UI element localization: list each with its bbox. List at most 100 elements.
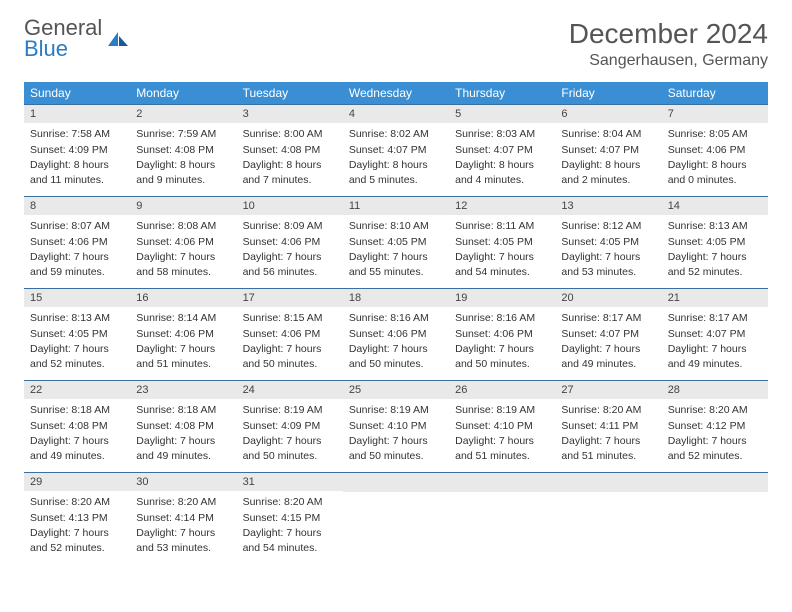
weekday-header: Sunday [24,82,130,104]
day-details: Sunrise: 8:20 AMSunset: 4:11 PMDaylight:… [555,399,661,469]
calendar-day-cell: 6Sunrise: 8:04 AMSunset: 4:07 PMDaylight… [555,104,661,196]
calendar-day-cell: 2Sunrise: 7:59 AMSunset: 4:08 PMDaylight… [130,104,236,196]
sunset-line: Sunset: 4:06 PM [136,327,230,342]
day-number: 13 [555,196,661,215]
day-number: 30 [130,472,236,491]
calendar-day-cell: 24Sunrise: 8:19 AMSunset: 4:09 PMDayligh… [237,380,343,472]
calendar-day-cell: 13Sunrise: 8:12 AMSunset: 4:05 PMDayligh… [555,196,661,288]
sunrise-line: Sunrise: 8:17 AM [668,311,762,326]
day-details: Sunrise: 8:09 AMSunset: 4:06 PMDaylight:… [237,215,343,285]
day-number: 12 [449,196,555,215]
sunrise-line: Sunrise: 8:16 AM [349,311,443,326]
day-number: 11 [343,196,449,215]
daylight-line: Daylight: 7 hours and 51 minutes. [455,434,549,463]
sunrise-line: Sunrise: 8:18 AM [30,403,124,418]
brand-logo: General Blue [24,18,130,60]
sunset-line: Sunset: 4:15 PM [243,511,337,526]
sunrise-line: Sunrise: 8:04 AM [561,127,655,142]
brand-part2: Blue [24,36,68,61]
day-number: 8 [24,196,130,215]
sunrise-line: Sunrise: 8:13 AM [30,311,124,326]
title-block: December 2024 Sangerhausen, Germany [569,18,768,70]
sunset-line: Sunset: 4:07 PM [349,143,443,158]
day-number: 3 [237,104,343,123]
daylight-line: Daylight: 7 hours and 59 minutes. [30,250,124,279]
daylight-line: Daylight: 7 hours and 49 minutes. [668,342,762,371]
sunset-line: Sunset: 4:06 PM [243,327,337,342]
day-details: Sunrise: 8:16 AMSunset: 4:06 PMDaylight:… [449,307,555,377]
day-details: Sunrise: 8:18 AMSunset: 4:08 PMDaylight:… [130,399,236,469]
sunset-line: Sunset: 4:07 PM [561,327,655,342]
day-details: Sunrise: 8:14 AMSunset: 4:06 PMDaylight:… [130,307,236,377]
sunset-line: Sunset: 4:06 PM [30,235,124,250]
day-number: 20 [555,288,661,307]
calendar-week-row: 8Sunrise: 8:07 AMSunset: 4:06 PMDaylight… [24,196,768,288]
daylight-line: Daylight: 7 hours and 53 minutes. [561,250,655,279]
daylight-line: Daylight: 8 hours and 5 minutes. [349,158,443,187]
daylight-line: Daylight: 7 hours and 55 minutes. [349,250,443,279]
sunrise-line: Sunrise: 8:13 AM [668,219,762,234]
sunset-line: Sunset: 4:11 PM [561,419,655,434]
calendar-day-cell [662,472,768,564]
day-details: Sunrise: 8:20 AMSunset: 4:12 PMDaylight:… [662,399,768,469]
daylight-line: Daylight: 7 hours and 50 minutes. [243,342,337,371]
calendar-week-row: 1Sunrise: 7:58 AMSunset: 4:09 PMDaylight… [24,104,768,196]
calendar-day-cell [449,472,555,564]
day-number: 19 [449,288,555,307]
sunset-line: Sunset: 4:10 PM [455,419,549,434]
day-number: 27 [555,380,661,399]
day-details: Sunrise: 8:17 AMSunset: 4:07 PMDaylight:… [662,307,768,377]
sunrise-line: Sunrise: 8:20 AM [30,495,124,510]
day-details: Sunrise: 8:20 AMSunset: 4:13 PMDaylight:… [24,491,130,561]
empty-day [555,472,661,492]
day-number: 16 [130,288,236,307]
calendar-day-cell: 12Sunrise: 8:11 AMSunset: 4:05 PMDayligh… [449,196,555,288]
sunrise-line: Sunrise: 8:15 AM [243,311,337,326]
sunset-line: Sunset: 4:06 PM [349,327,443,342]
calendar-day-cell: 4Sunrise: 8:02 AMSunset: 4:07 PMDaylight… [343,104,449,196]
sunrise-line: Sunrise: 8:02 AM [349,127,443,142]
calendar-week-row: 29Sunrise: 8:20 AMSunset: 4:13 PMDayligh… [24,472,768,564]
daylight-line: Daylight: 7 hours and 52 minutes. [668,250,762,279]
daylight-line: Daylight: 7 hours and 54 minutes. [243,526,337,555]
day-details: Sunrise: 8:13 AMSunset: 4:05 PMDaylight:… [662,215,768,285]
weekday-header: Monday [130,82,236,104]
empty-day [449,472,555,492]
day-number: 14 [662,196,768,215]
calendar-day-cell: 19Sunrise: 8:16 AMSunset: 4:06 PMDayligh… [449,288,555,380]
day-details: Sunrise: 8:20 AMSunset: 4:14 PMDaylight:… [130,491,236,561]
sunrise-line: Sunrise: 8:12 AM [561,219,655,234]
day-number: 23 [130,380,236,399]
sunset-line: Sunset: 4:12 PM [668,419,762,434]
daylight-line: Daylight: 7 hours and 49 minutes. [561,342,655,371]
calendar-body: 1Sunrise: 7:58 AMSunset: 4:09 PMDaylight… [24,104,768,564]
day-details: Sunrise: 8:16 AMSunset: 4:06 PMDaylight:… [343,307,449,377]
daylight-line: Daylight: 7 hours and 58 minutes. [136,250,230,279]
day-details: Sunrise: 7:59 AMSunset: 4:08 PMDaylight:… [130,123,236,193]
calendar-day-cell: 31Sunrise: 8:20 AMSunset: 4:15 PMDayligh… [237,472,343,564]
sunrise-line: Sunrise: 8:20 AM [243,495,337,510]
daylight-line: Daylight: 7 hours and 49 minutes. [136,434,230,463]
calendar-day-cell: 16Sunrise: 8:14 AMSunset: 4:06 PMDayligh… [130,288,236,380]
daylight-line: Daylight: 7 hours and 56 minutes. [243,250,337,279]
weekday-header: Thursday [449,82,555,104]
calendar-day-cell: 28Sunrise: 8:20 AMSunset: 4:12 PMDayligh… [662,380,768,472]
sunrise-line: Sunrise: 8:19 AM [349,403,443,418]
day-details: Sunrise: 8:04 AMSunset: 4:07 PMDaylight:… [555,123,661,193]
day-number: 1 [24,104,130,123]
sunset-line: Sunset: 4:06 PM [136,235,230,250]
daylight-line: Daylight: 8 hours and 0 minutes. [668,158,762,187]
sunset-line: Sunset: 4:10 PM [349,419,443,434]
empty-day [343,472,449,492]
weekday-header: Saturday [662,82,768,104]
sunrise-line: Sunrise: 8:14 AM [136,311,230,326]
calendar-day-cell: 3Sunrise: 8:00 AMSunset: 4:08 PMDaylight… [237,104,343,196]
sunset-line: Sunset: 4:09 PM [30,143,124,158]
day-details: Sunrise: 8:17 AMSunset: 4:07 PMDaylight:… [555,307,661,377]
day-details: Sunrise: 7:58 AMSunset: 4:09 PMDaylight:… [24,123,130,193]
daylight-line: Daylight: 8 hours and 2 minutes. [561,158,655,187]
sunset-line: Sunset: 4:05 PM [349,235,443,250]
sunset-line: Sunset: 4:07 PM [668,327,762,342]
sunrise-line: Sunrise: 8:03 AM [455,127,549,142]
day-details: Sunrise: 8:10 AMSunset: 4:05 PMDaylight:… [343,215,449,285]
